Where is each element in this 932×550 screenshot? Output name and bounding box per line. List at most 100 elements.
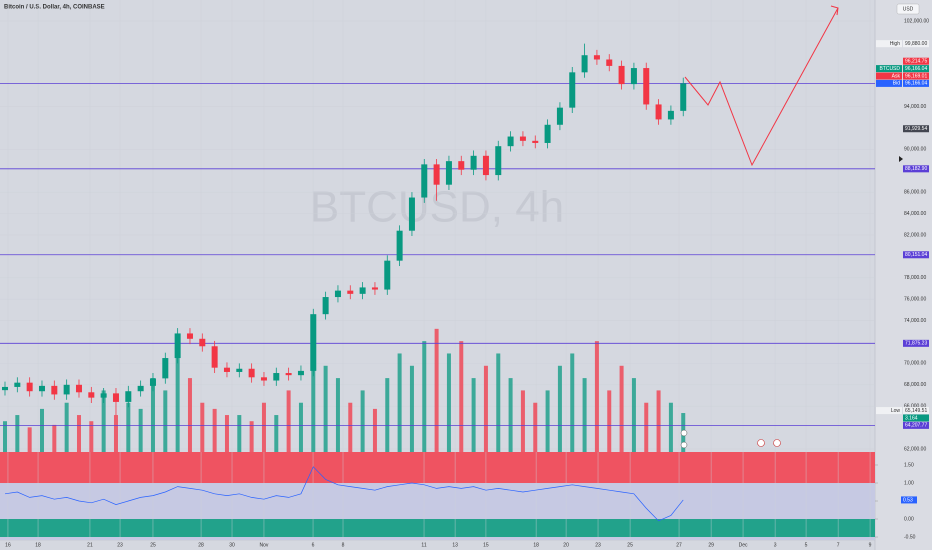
- price-badge-label: 96,169.01: [905, 73, 927, 79]
- volume-bar: [274, 415, 279, 452]
- volume-bar: [619, 365, 624, 452]
- price-badge-label: 99,880.00: [905, 41, 927, 47]
- price-tag: [876, 40, 902, 48]
- candle-body: [396, 230, 403, 261]
- volume-bar: [237, 415, 242, 452]
- candle-body: [334, 290, 341, 298]
- price-badge-label: 91,929.54: [905, 126, 927, 132]
- y-tick-label: 74,000.00: [904, 318, 926, 324]
- candle-body: [236, 368, 243, 372]
- candle-body: [408, 197, 415, 231]
- candle-body: [655, 104, 662, 120]
- scroll-marker[interactable]: [899, 156, 903, 162]
- x-tick-label: 25: [627, 542, 633, 548]
- volume-bar: [607, 390, 612, 452]
- price-badge: [903, 40, 929, 48]
- x-tick-label: 11: [421, 542, 426, 548]
- y-tick-label: 66,000.00: [904, 404, 926, 410]
- x-tick-label: 23: [117, 542, 123, 548]
- candle-body: [322, 297, 329, 315]
- candle-body: [680, 83, 687, 111]
- price-badge: [903, 251, 929, 259]
- flag-icon[interactable]: [757, 439, 765, 447]
- candle-body: [38, 385, 45, 392]
- volume-bar: [89, 421, 94, 452]
- price-badge-label: 96,214.75: [905, 59, 927, 65]
- x-tick-label: 29: [708, 542, 714, 548]
- x-tick-label: 9: [869, 542, 872, 548]
- candle-body: [347, 290, 354, 294]
- indicator-tick-label: 1.50: [904, 462, 914, 468]
- indicator-tick-label: 0.00: [904, 516, 914, 522]
- y-tick-label: 62,000.00: [904, 446, 926, 452]
- candle-body: [186, 333, 193, 339]
- volume-bar: [631, 378, 636, 452]
- candle-body: [470, 155, 477, 170]
- x-tick-label: 8: [342, 542, 345, 548]
- x-tick-label: 28: [198, 542, 204, 548]
- candle-body: [667, 110, 674, 120]
- y-tick-label: 76,000.00: [904, 297, 926, 303]
- price-tag: [876, 407, 902, 415]
- volume-bar: [434, 328, 439, 452]
- volume-bar: [446, 353, 451, 452]
- volume-bar: [15, 415, 20, 452]
- x-tick-label: 13: [452, 542, 458, 548]
- x-tick-label: 16: [5, 542, 11, 548]
- volume-bar: [249, 421, 254, 452]
- volume-bar: [582, 378, 587, 452]
- volume-bar: [212, 408, 217, 452]
- event-icon[interactable]: [680, 429, 688, 437]
- candle-body: [273, 373, 280, 381]
- candle-body: [137, 385, 144, 392]
- price-badge-label: 3.164: [905, 415, 918, 421]
- volume-bar: [39, 408, 44, 452]
- candle-body: [556, 107, 563, 125]
- price-tag: [876, 79, 902, 87]
- volume-bar: [483, 365, 488, 452]
- candle-body: [51, 385, 58, 395]
- volume-bar: [372, 408, 377, 452]
- currency-box[interactable]: [896, 3, 920, 15]
- volume-bar: [422, 341, 427, 452]
- price-badge: [903, 57, 929, 65]
- price-tag-label: BTCUSD: [879, 66, 900, 72]
- price-tag: [876, 72, 902, 80]
- volume-bar: [594, 341, 599, 452]
- candle-body: [75, 384, 82, 393]
- x-tick-label: 27: [676, 542, 682, 548]
- volume-bar: [409, 365, 414, 452]
- flag-icon[interactable]: [773, 439, 781, 447]
- candle-body: [458, 161, 465, 170]
- price-badge: [903, 65, 929, 73]
- event-icon[interactable]: [680, 441, 688, 449]
- candle-body: [310, 314, 317, 371]
- price-badge-label: 88,182.90: [905, 166, 927, 172]
- candle-body: [384, 260, 391, 290]
- indicator-badge-label: 0.53: [903, 497, 913, 503]
- y-tick-label: 70,000.00: [904, 361, 926, 367]
- price-tag-label: Bid: [893, 81, 900, 87]
- volume-bar: [348, 402, 353, 452]
- currency[interactable]: USD: [903, 6, 914, 12]
- indicator-tick-label: 1.00: [904, 480, 914, 486]
- candle-body: [149, 378, 156, 386]
- y-tick-label: 82,000.00: [904, 232, 926, 238]
- volume-bar: [668, 402, 673, 452]
- candle-body: [433, 164, 440, 185]
- y-tick-label: 90,000.00: [904, 147, 926, 153]
- volume-bar: [113, 415, 118, 452]
- indicator-tick-label: -0.50: [904, 534, 916, 540]
- volume-bar: [545, 390, 550, 452]
- projection-arrow: [830, 5, 839, 16]
- y-tick-label: 68,000.00: [904, 382, 926, 388]
- price-tag: [876, 65, 902, 73]
- y-tick-label: 94,000.00: [904, 104, 926, 110]
- volume-bar: [311, 341, 316, 452]
- price-tag-label: High: [890, 41, 901, 47]
- volume-bar: [557, 365, 562, 452]
- volume-bar: [570, 353, 575, 452]
- volume-bar: [508, 378, 513, 452]
- x-tick-label: 5: [805, 542, 808, 548]
- x-tick-label: 15: [483, 542, 489, 548]
